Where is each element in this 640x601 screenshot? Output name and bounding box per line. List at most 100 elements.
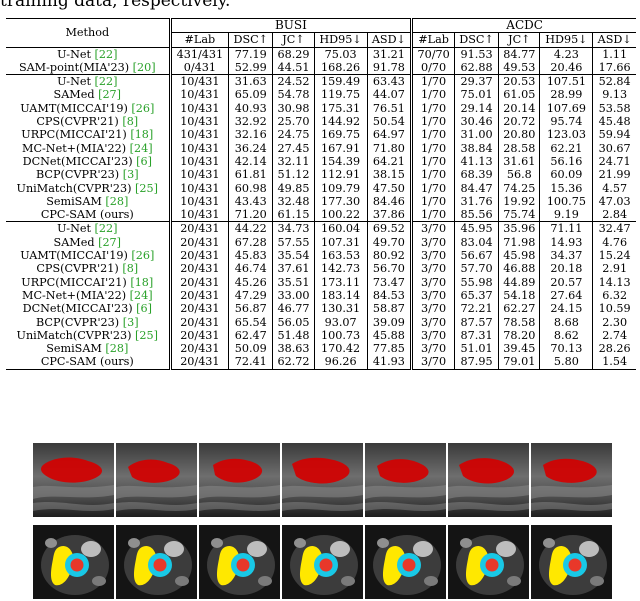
value-cell: 51.12 bbox=[272, 168, 315, 182]
value-cell: 51.01 bbox=[453, 342, 499, 356]
citation-link[interactable]: [6] bbox=[136, 302, 152, 316]
value-cell: 93.07 bbox=[313, 315, 368, 329]
value-cell: 62.21 bbox=[539, 141, 593, 155]
citation-link[interactable]: [22] bbox=[94, 222, 118, 236]
value-cell: 3/70 bbox=[410, 275, 455, 289]
value-cell: 159.49 bbox=[313, 74, 368, 89]
column-header: HD95↓ bbox=[539, 32, 593, 48]
table-body: U-Net [22] 431/431 77.19 68.29 75.03 31.21 70/… bbox=[6, 46, 636, 370]
value-cell: 68.29 bbox=[272, 46, 315, 61]
value-cell: 1/70 bbox=[410, 141, 455, 155]
value-cell: 52.84 bbox=[592, 74, 636, 89]
column-header: #Lab bbox=[410, 32, 455, 48]
citation-link[interactable]: [27] bbox=[98, 235, 122, 249]
value-cell: 3/70 bbox=[410, 315, 455, 329]
value-cell: 49.53 bbox=[498, 60, 540, 75]
table-row: UAMT(MICCAI'19) [26] 20/431 45.83 35.54 163.… bbox=[6, 249, 636, 263]
value-cell: 44.89 bbox=[498, 275, 540, 289]
citation-link[interactable]: [18] bbox=[130, 128, 154, 142]
value-cell: 44.07 bbox=[366, 88, 412, 102]
table-row: U-Net [22] 10/431 31.63 24.52 159.49 63.43 1/7… bbox=[6, 74, 636, 89]
column-header: ASD↓ bbox=[592, 32, 636, 48]
value-cell: 100.22 bbox=[313, 208, 368, 222]
citation-link[interactable]: [20] bbox=[132, 60, 156, 74]
citation-link[interactable]: [25] bbox=[135, 181, 159, 195]
method-name: MC-Net+(MIA'22) bbox=[21, 141, 127, 155]
value-cell: 44.22 bbox=[228, 221, 273, 236]
results-table: Method BUSI ACDC #Lab DSC↑ JC↑ HD95↓ ASD↓ #La… bbox=[6, 17, 636, 370]
value-cell: 74.25 bbox=[498, 181, 540, 195]
ultrasound-tile bbox=[365, 443, 446, 517]
column-header: ASD↓ bbox=[366, 32, 412, 48]
method-cell: MC-Net+(MIA'22) [24] bbox=[6, 142, 170, 155]
method-cell: DCNet(MICCAI'23) [6] bbox=[6, 302, 170, 315]
value-cell: 77.85 bbox=[366, 342, 412, 356]
value-cell: 27.45 bbox=[272, 141, 315, 155]
value-cell: 79.01 bbox=[498, 355, 540, 370]
value-cell: 73.47 bbox=[366, 275, 412, 289]
citation-link[interactable]: [27] bbox=[98, 88, 122, 102]
ultrasound-tile bbox=[282, 443, 363, 517]
value-cell: 71.80 bbox=[366, 141, 412, 155]
value-cell: 75.74 bbox=[498, 208, 540, 222]
value-cell: 50.54 bbox=[366, 115, 412, 129]
value-cell: 76.51 bbox=[366, 101, 412, 116]
value-cell: 29.37 bbox=[453, 74, 499, 89]
method-name: SemiSAM bbox=[46, 194, 102, 208]
value-cell: 20/431 bbox=[168, 315, 229, 329]
cardiac-mri-tile bbox=[33, 525, 114, 599]
citation-link[interactable]: [26] bbox=[131, 101, 155, 115]
value-cell: 31.21 bbox=[366, 46, 412, 61]
value-cell: 107.69 bbox=[539, 101, 593, 116]
table-row: BCP(CVPR'23) [3] 10/431 61.81 51.12 112.91 38… bbox=[6, 168, 636, 182]
value-cell: 32.48 bbox=[272, 194, 315, 209]
value-cell: 2.84 bbox=[592, 208, 636, 222]
method-name: U-Net bbox=[57, 75, 91, 89]
value-cell: 4.57 bbox=[592, 181, 636, 195]
value-cell: 3/70 bbox=[410, 355, 455, 370]
value-cell: 84.77 bbox=[498, 46, 540, 61]
citation-link[interactable]: [3] bbox=[122, 315, 139, 329]
value-cell: 72.41 bbox=[228, 355, 273, 370]
value-cell: 72.21 bbox=[453, 302, 499, 316]
citation-link[interactable]: [22] bbox=[94, 75, 118, 89]
method-cell: URPC(MICCAI'21) [18] bbox=[6, 276, 170, 289]
value-cell: 9.13 bbox=[592, 88, 636, 102]
ultrasound-tile bbox=[531, 443, 612, 517]
citation-link[interactable]: [6] bbox=[136, 154, 152, 168]
value-cell: 36.24 bbox=[228, 141, 273, 155]
citation-link[interactable]: [8] bbox=[122, 262, 139, 276]
citation-link[interactable]: [22] bbox=[94, 47, 118, 61]
value-cell: 45.88 bbox=[366, 328, 412, 343]
value-cell: 10/431 bbox=[168, 168, 229, 182]
citation-link[interactable]: [26] bbox=[131, 249, 155, 263]
value-cell: 20/431 bbox=[168, 221, 229, 236]
table-row: SemiSAM [28] 10/431 43.43 32.48 177.30 84.46 1… bbox=[6, 194, 636, 209]
value-cell: 96.26 bbox=[313, 355, 368, 370]
value-cell: 65.54 bbox=[228, 315, 273, 329]
value-cell: 9.19 bbox=[539, 208, 593, 222]
citation-link[interactable]: [3] bbox=[122, 168, 139, 182]
value-cell: 20/431 bbox=[168, 328, 229, 343]
column-header: JC↑ bbox=[272, 32, 315, 48]
citation-link[interactable]: [24] bbox=[129, 288, 153, 302]
method-cell: DCNet(MICCAI'23) [6] bbox=[6, 155, 170, 168]
value-cell: 20.72 bbox=[498, 115, 540, 129]
citation-link[interactable]: [28] bbox=[105, 194, 129, 208]
value-cell: 80.92 bbox=[366, 249, 412, 263]
citation-link[interactable]: [25] bbox=[135, 328, 159, 342]
value-cell: 39.45 bbox=[498, 342, 540, 356]
citation-link[interactable]: [28] bbox=[105, 342, 129, 356]
method-cell: UniMatch(CVPR'23) [25] bbox=[6, 182, 170, 195]
citation-link[interactable]: [24] bbox=[129, 141, 153, 155]
value-cell: 25.70 bbox=[272, 115, 315, 129]
value-cell: 20/431 bbox=[168, 235, 229, 250]
citation-link[interactable]: [18] bbox=[130, 275, 154, 289]
method-cell: BCP(CVPR'23) [3] bbox=[6, 168, 170, 181]
citation-link[interactable]: [8] bbox=[122, 115, 139, 129]
value-cell: 28.58 bbox=[498, 141, 540, 155]
table-row: MC-Net+(MIA'22) [24] 20/431 47.29 33.00 183.… bbox=[6, 288, 636, 303]
method-name: UAMT(MICCAI'19) bbox=[20, 101, 128, 115]
value-cell: 10/431 bbox=[168, 208, 229, 222]
value-cell: 35.54 bbox=[272, 249, 315, 263]
